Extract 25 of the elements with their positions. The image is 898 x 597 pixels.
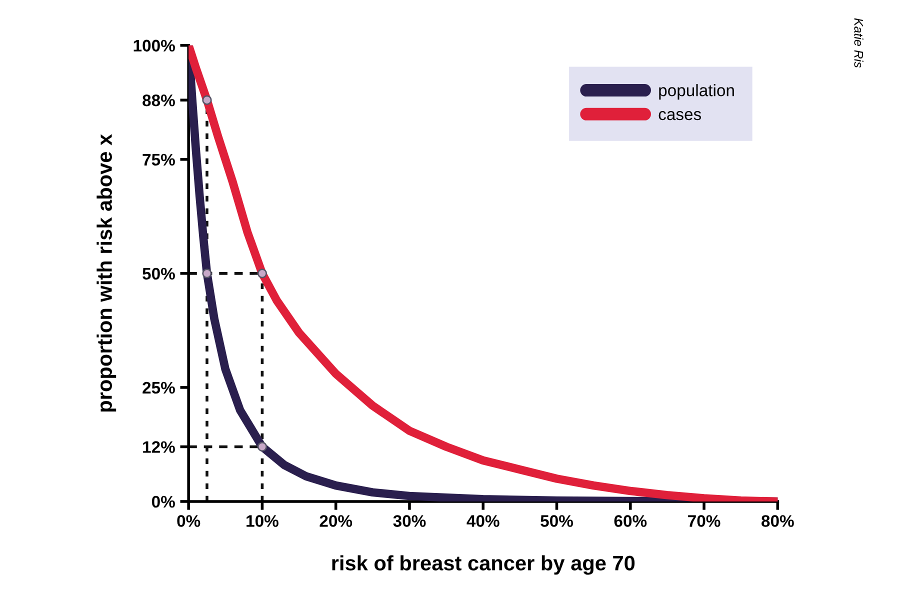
x-tick-label: 50%	[540, 515, 573, 527]
legend-label: cases	[658, 111, 702, 120]
y-tick-label: 50%	[142, 268, 175, 280]
y-tick-label: 75%	[142, 154, 175, 166]
x-tick-label: 20%	[320, 515, 352, 527]
point	[257, 442, 268, 452]
x-axis-title: risk of breast cancer by age 70	[332, 555, 635, 575]
x-tick-label: 30%	[393, 515, 426, 527]
x-tick-label: 0%	[177, 515, 200, 527]
x-tick-label: 70%	[688, 515, 720, 527]
point	[202, 268, 212, 278]
x-tick-label: 10%	[246, 515, 278, 527]
point	[202, 95, 212, 105]
y-tick-label: 25%	[142, 382, 175, 394]
y-tick-label: 0%	[152, 496, 175, 508]
x-tick-label: 60%	[614, 515, 647, 527]
point	[257, 268, 268, 278]
text: Katie Ris	[854, 18, 864, 68]
legend-label: population	[659, 84, 734, 100]
x-tick-label: 40%	[466, 515, 500, 527]
y-tick-label: 88%	[142, 94, 175, 106]
y-tick-label: 12%	[143, 441, 175, 453]
y-tick-label: 100%	[134, 40, 175, 52]
y-axis-title: proportion with risk above x	[96, 134, 116, 412]
x-tick-label: 80%	[762, 515, 794, 527]
